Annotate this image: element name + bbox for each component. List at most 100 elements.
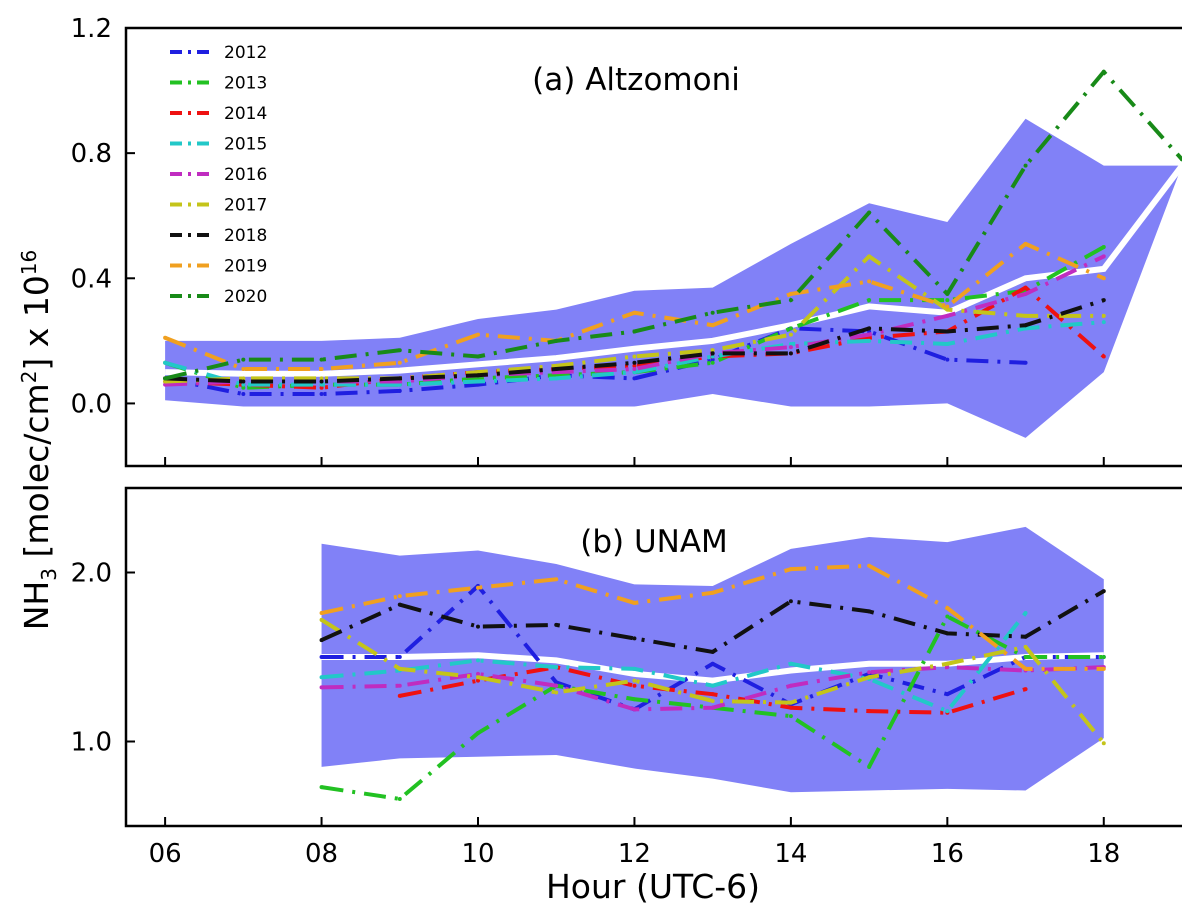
y-axis-title: NH3 [molec/cm2] x 1016 bbox=[17, 250, 61, 631]
data-point-a-2018 bbox=[241, 379, 246, 384]
data-point-a-2018 bbox=[788, 351, 793, 356]
data-point-b-2019 bbox=[397, 594, 402, 599]
data-point-a-2013 bbox=[241, 385, 246, 390]
data-point-a-2014 bbox=[1023, 285, 1028, 290]
data-point-b-2018 bbox=[710, 649, 715, 654]
plot-area-a bbox=[163, 69, 1182, 438]
data-point-b-2017 bbox=[476, 675, 480, 680]
data-point-a-2015 bbox=[788, 341, 793, 346]
data-point-a-2019 bbox=[1101, 276, 1106, 281]
data-point-a-2017 bbox=[1101, 313, 1106, 318]
data-point-a-2017 bbox=[867, 254, 872, 259]
data-point-a-2018 bbox=[1023, 323, 1028, 328]
data-point-a-2013 bbox=[1101, 245, 1106, 249]
data-point-a-2018 bbox=[319, 379, 324, 384]
data-point-a-2013 bbox=[788, 326, 793, 331]
data-point-a-2013 bbox=[554, 373, 559, 378]
data-point-b-2016 bbox=[554, 683, 559, 688]
x-axis-title: Hour (UTC-6) bbox=[546, 867, 760, 906]
data-point-b-2014 bbox=[710, 692, 715, 697]
y-tick-label-a: 0.4 bbox=[71, 264, 112, 294]
data-point-a-2015 bbox=[632, 370, 637, 375]
data-point-b-2015 bbox=[945, 709, 950, 714]
data-point-a-2016 bbox=[945, 313, 950, 318]
data-point-a-2015 bbox=[867, 338, 872, 343]
data-point-b-2014 bbox=[788, 705, 793, 710]
legend: 2012 2013 2014 2015 2016 2017 2018 2019 2020 bbox=[170, 43, 267, 307]
data-point-b-2013 bbox=[632, 697, 637, 702]
data-point-a-2015 bbox=[163, 360, 168, 365]
data-point-b-2018 bbox=[1101, 589, 1106, 594]
data-point-a-2020 bbox=[945, 291, 950, 296]
plot-area-b bbox=[319, 526, 1106, 801]
data-point-b-2014 bbox=[476, 678, 480, 683]
data-point-b-2013 bbox=[867, 764, 872, 769]
data-point-b-2017 bbox=[710, 698, 715, 703]
y-tick-label-b: 1.0 bbox=[71, 728, 112, 758]
data-point-a-2018 bbox=[632, 360, 637, 365]
data-point-b-2015 bbox=[319, 675, 324, 680]
data-point-b-2018 bbox=[397, 602, 402, 607]
y-tick-label-a: 0.0 bbox=[71, 389, 112, 419]
data-point-a-2019 bbox=[788, 291, 793, 296]
data-point-a-2013 bbox=[476, 376, 480, 381]
data-point-a-2018 bbox=[397, 376, 402, 381]
variability-band-b bbox=[321, 526, 1104, 793]
panel-b-unam: 1.0 2.0 (b) UNAM bbox=[71, 486, 1182, 828]
data-point-b-2019 bbox=[319, 611, 324, 616]
data-point-b-2015 bbox=[710, 683, 715, 688]
axes-frame-a bbox=[124, 26, 1182, 468]
data-point-b-2019 bbox=[554, 577, 559, 582]
data-point-b-2018 bbox=[788, 599, 793, 604]
data-point-a-2014 bbox=[319, 385, 324, 390]
data-point-a-2016 bbox=[163, 382, 168, 387]
data-point-a-2019 bbox=[241, 367, 246, 372]
legend-label-2013: 2013 bbox=[224, 74, 267, 94]
data-point-a-2020 bbox=[397, 348, 402, 353]
data-point-a-2017 bbox=[710, 348, 715, 353]
data-point-b-2019 bbox=[632, 600, 637, 605]
data-point-a-2019 bbox=[397, 360, 402, 365]
x-tick-label: 08 bbox=[305, 839, 338, 869]
data-point-a-2015 bbox=[1101, 320, 1106, 325]
data-point-a-2015 bbox=[241, 382, 246, 387]
data-point-b-2019 bbox=[945, 605, 950, 610]
data-point-a-2017 bbox=[476, 370, 480, 375]
data-point-a-2019 bbox=[476, 332, 480, 337]
legend-label-2019: 2019 bbox=[224, 257, 267, 277]
data-point-a-2014 bbox=[1101, 354, 1106, 359]
data-point-a-2013 bbox=[945, 298, 950, 303]
data-point-b-2017 bbox=[788, 700, 793, 705]
data-point-a-2015 bbox=[476, 379, 480, 384]
data-point-b-2019 bbox=[476, 585, 480, 590]
data-point-a-2018 bbox=[1101, 298, 1106, 303]
x-tick-label: 06 bbox=[149, 839, 182, 869]
data-point-a-2015 bbox=[1023, 326, 1028, 331]
data-point-a-2014 bbox=[632, 363, 637, 368]
data-point-b-2018 bbox=[554, 622, 559, 627]
data-point-a-2020 bbox=[163, 376, 168, 381]
data-point-a-2020 bbox=[788, 298, 793, 303]
data-point-b-2019 bbox=[710, 590, 715, 595]
data-point-b-2016 bbox=[710, 705, 715, 710]
data-point-b-2015 bbox=[1023, 611, 1028, 616]
data-point-a-2017 bbox=[788, 332, 793, 337]
data-point-a-2019 bbox=[163, 335, 168, 340]
data-point-b-2016 bbox=[945, 665, 950, 670]
data-point-a-2015 bbox=[945, 341, 950, 346]
mean-line-b bbox=[321, 652, 1104, 684]
mean-line-a bbox=[165, 163, 1182, 377]
data-point-a-2020 bbox=[632, 329, 637, 334]
panel-a-altzomoni: 0.0 0.4 0.8 1.2 (a) Altzomoni bbox=[71, 14, 1182, 468]
data-point-a-2017 bbox=[319, 376, 324, 381]
data-point-a-2016 bbox=[632, 367, 637, 372]
data-point-a-2013 bbox=[867, 298, 872, 303]
data-point-b-2012 bbox=[710, 661, 715, 666]
data-point-a-2019 bbox=[710, 323, 715, 328]
data-point-b-2012 bbox=[554, 680, 559, 685]
x-tick-label: 16 bbox=[931, 839, 964, 869]
data-point-b-2014 bbox=[1023, 687, 1028, 692]
data-point-a-2016 bbox=[554, 370, 559, 375]
x-axis: 06 08 10 12 14 16 18 bbox=[149, 839, 1121, 869]
